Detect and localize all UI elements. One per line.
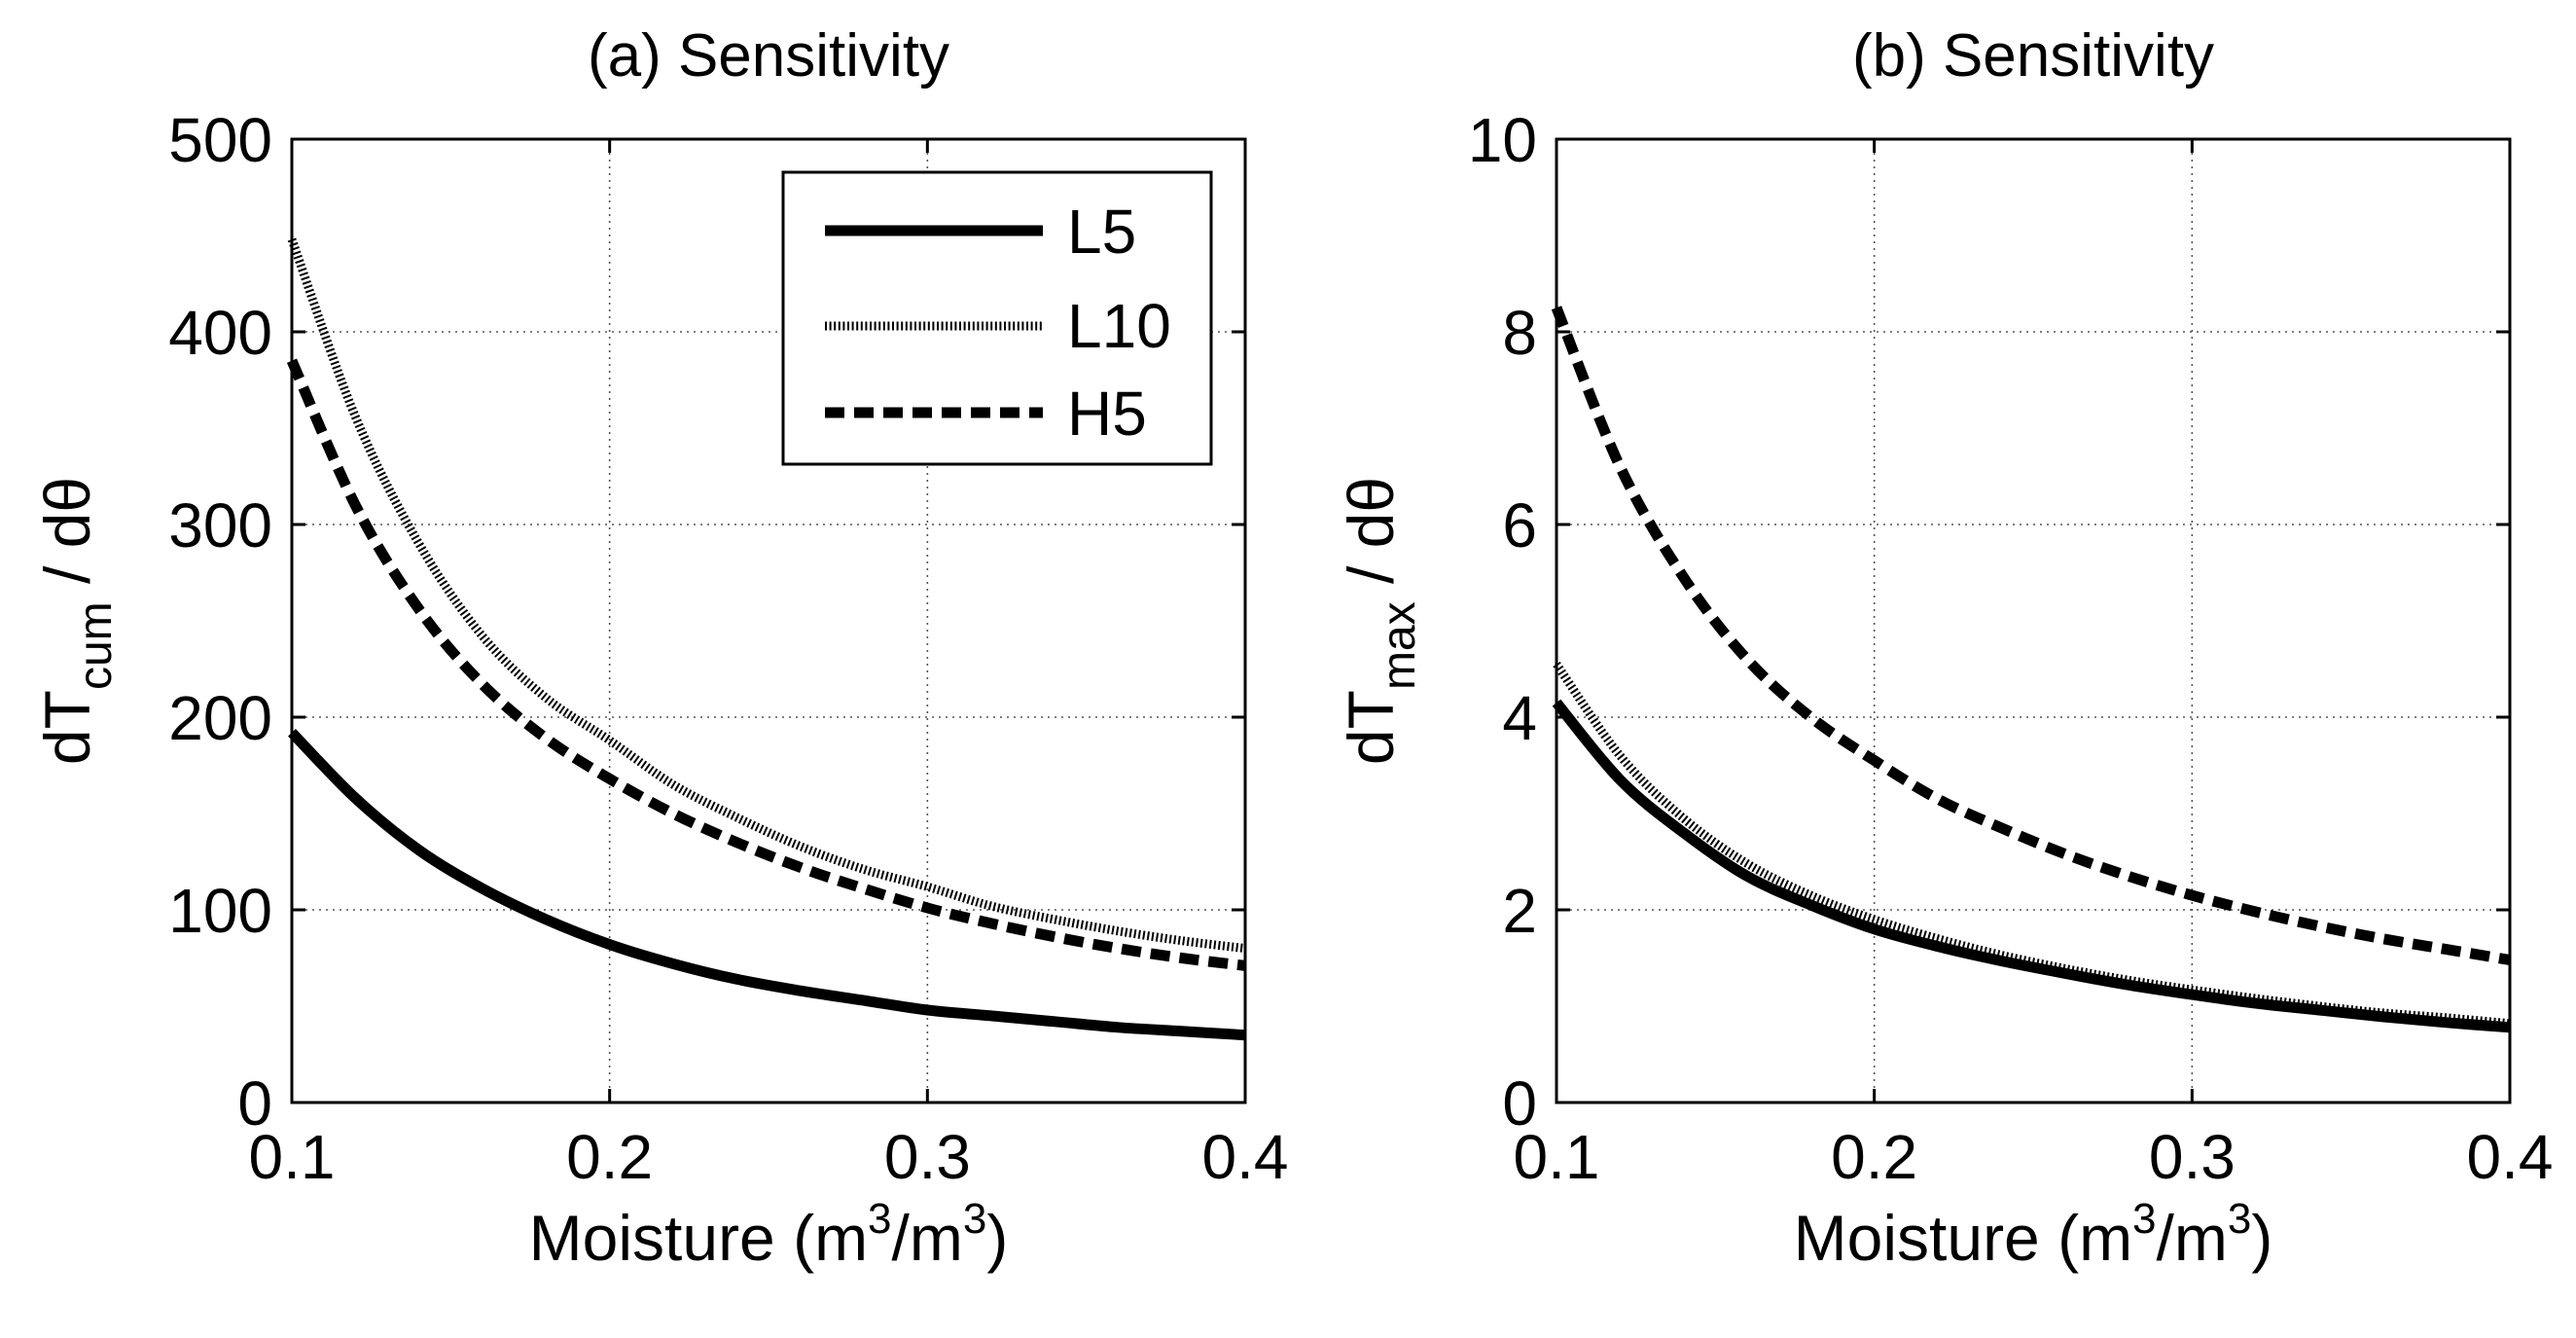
y-tick-label: 4 bbox=[1502, 683, 1537, 753]
series-line-l5 bbox=[288, 728, 1246, 1041]
y-tick-label: 400 bbox=[168, 298, 272, 368]
panel-a: (a) Sensitivity 0.1 0.2 0.3 0.4 0 100 200 300 40… bbox=[31, 22, 1288, 1274]
panel-a-tick-labels: 0.1 0.2 0.3 0.4 0 100 200 300 400 500 bbox=[168, 105, 1288, 1192]
y-tick-label: 6 bbox=[1502, 490, 1537, 561]
y-tick-label: 0 bbox=[1502, 1068, 1537, 1139]
series-line-h5 bbox=[286, 358, 1246, 971]
panel-a-y-axis-label: dTcum / dθ bbox=[31, 477, 122, 765]
y-tick-label: 0 bbox=[237, 1068, 272, 1139]
x-tick-label: 0.3 bbox=[884, 1122, 971, 1192]
x-tick-label: 0.1 bbox=[1514, 1122, 1600, 1192]
panel-a-x-axis-label: Moisture (m3/m3) bbox=[529, 1195, 1009, 1274]
legend-label-h5: H5 bbox=[1067, 379, 1147, 449]
panel-a-axes-box bbox=[290, 137, 1247, 1104]
y-tick-label: 10 bbox=[1468, 105, 1537, 175]
panel-b-series bbox=[1551, 306, 2511, 1033]
y-tick-label: 200 bbox=[168, 683, 272, 753]
x-tick-label: 0.3 bbox=[2149, 1122, 2236, 1192]
y-tick-label: 500 bbox=[168, 105, 272, 175]
x-tick-label: 0.2 bbox=[566, 1122, 653, 1192]
panel-a-title: (a) Sensitivity bbox=[588, 22, 949, 90]
series-line-h5 bbox=[1551, 306, 2511, 965]
legend-label-l10: L10 bbox=[1067, 291, 1171, 361]
legend-label-l5: L5 bbox=[1067, 197, 1136, 267]
series-line-l10 bbox=[287, 237, 1246, 954]
x-tick-label: 0.4 bbox=[2467, 1122, 2554, 1192]
panel-b: (b) Sensitivity 0.1 0.2 0.3 0.4 0 2 4 6 8 10 Mois… bbox=[1335, 22, 2553, 1274]
x-tick-label: 0.1 bbox=[249, 1122, 336, 1192]
series-line-l10 bbox=[1553, 661, 2511, 1029]
panel-a-grid bbox=[292, 139, 1245, 1103]
panel-b-x-axis-label: Moisture (m3/m3) bbox=[1794, 1195, 2273, 1274]
panel-b-axes-box bbox=[1555, 137, 2512, 1104]
panel-a-legend: L5 L10 H5 bbox=[781, 170, 1213, 466]
panel-b-y-axis-label: dTmax / dθ bbox=[1335, 477, 1425, 765]
panel-b-title: (b) Sensitivity bbox=[1852, 22, 2214, 90]
x-tick-label: 0.4 bbox=[1202, 1122, 1289, 1192]
panel-b-ticks bbox=[1555, 137, 2512, 1104]
x-tick-label: 0.2 bbox=[1831, 1122, 1917, 1192]
y-tick-label: 8 bbox=[1502, 298, 1537, 368]
panel-b-grid bbox=[1556, 139, 2510, 1103]
y-tick-label: 300 bbox=[168, 490, 272, 561]
panel-a-series bbox=[286, 237, 1246, 1041]
y-tick-label: 2 bbox=[1502, 876, 1537, 946]
y-tick-label: 100 bbox=[168, 876, 272, 946]
panel-b-tick-labels: 0.1 0.2 0.3 0.4 0 2 4 6 8 10 bbox=[1468, 105, 2554, 1192]
